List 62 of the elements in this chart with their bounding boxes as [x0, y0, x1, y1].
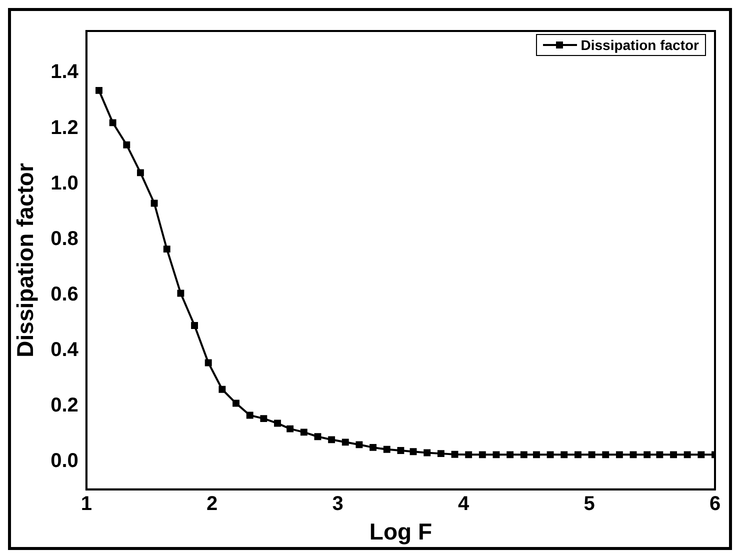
point [232, 400, 240, 407]
point [274, 420, 281, 427]
point [136, 169, 144, 176]
point [533, 451, 540, 458]
point [410, 448, 417, 456]
point [218, 386, 226, 393]
y-tick-label: 0.4 [50, 339, 80, 362]
point [328, 436, 336, 444]
y-tick-label: 0.8 [50, 228, 78, 250]
point [656, 451, 664, 458]
point [260, 415, 268, 422]
x-tick-label: 3 [332, 492, 344, 515]
point [437, 450, 444, 458]
point [644, 451, 651, 458]
point [670, 451, 677, 458]
point [300, 428, 308, 436]
x-tick-label: 5 [584, 492, 595, 515]
y-axis-title: Dissipation factor [12, 163, 38, 358]
point [506, 451, 514, 458]
point [370, 444, 377, 451]
x-tick-label: 2 [206, 492, 218, 515]
y-tick-label: 0.6 [50, 283, 78, 306]
point [204, 359, 212, 366]
point [150, 200, 158, 207]
point [546, 451, 554, 458]
point [96, 86, 102, 94]
point [560, 451, 568, 458]
y-tick-label: 1.2 [50, 116, 78, 139]
point [109, 119, 116, 126]
y-tick-label: 0.0 [50, 450, 78, 472]
point [342, 438, 349, 446]
point [574, 451, 582, 458]
legend-label: Dissipation factor [580, 37, 699, 53]
point [588, 451, 596, 458]
y-tick-label: 1.4 [50, 61, 80, 84]
point [397, 447, 404, 454]
point [684, 451, 691, 458]
x-tick-label: 6 [709, 492, 721, 515]
y-tick-label: 0.2 [50, 394, 78, 417]
point [602, 451, 610, 458]
point [630, 451, 637, 458]
point [123, 141, 130, 148]
point [314, 433, 322, 440]
point [520, 451, 528, 458]
point [465, 451, 472, 458]
x-tick-label: 1 [80, 492, 92, 515]
point [163, 246, 170, 253]
point [286, 425, 294, 432]
x-axis-title: Log F [369, 518, 432, 545]
point [191, 322, 198, 329]
point [383, 446, 390, 453]
point [492, 451, 500, 458]
point [424, 449, 431, 456]
point [177, 290, 184, 297]
point [698, 451, 705, 458]
point [616, 451, 623, 458]
point [451, 450, 458, 458]
point [356, 441, 363, 448]
point [246, 412, 254, 419]
point [478, 451, 486, 458]
y-tick-label: 1.0 [50, 172, 78, 194]
x-tick-label: 4 [458, 492, 470, 515]
